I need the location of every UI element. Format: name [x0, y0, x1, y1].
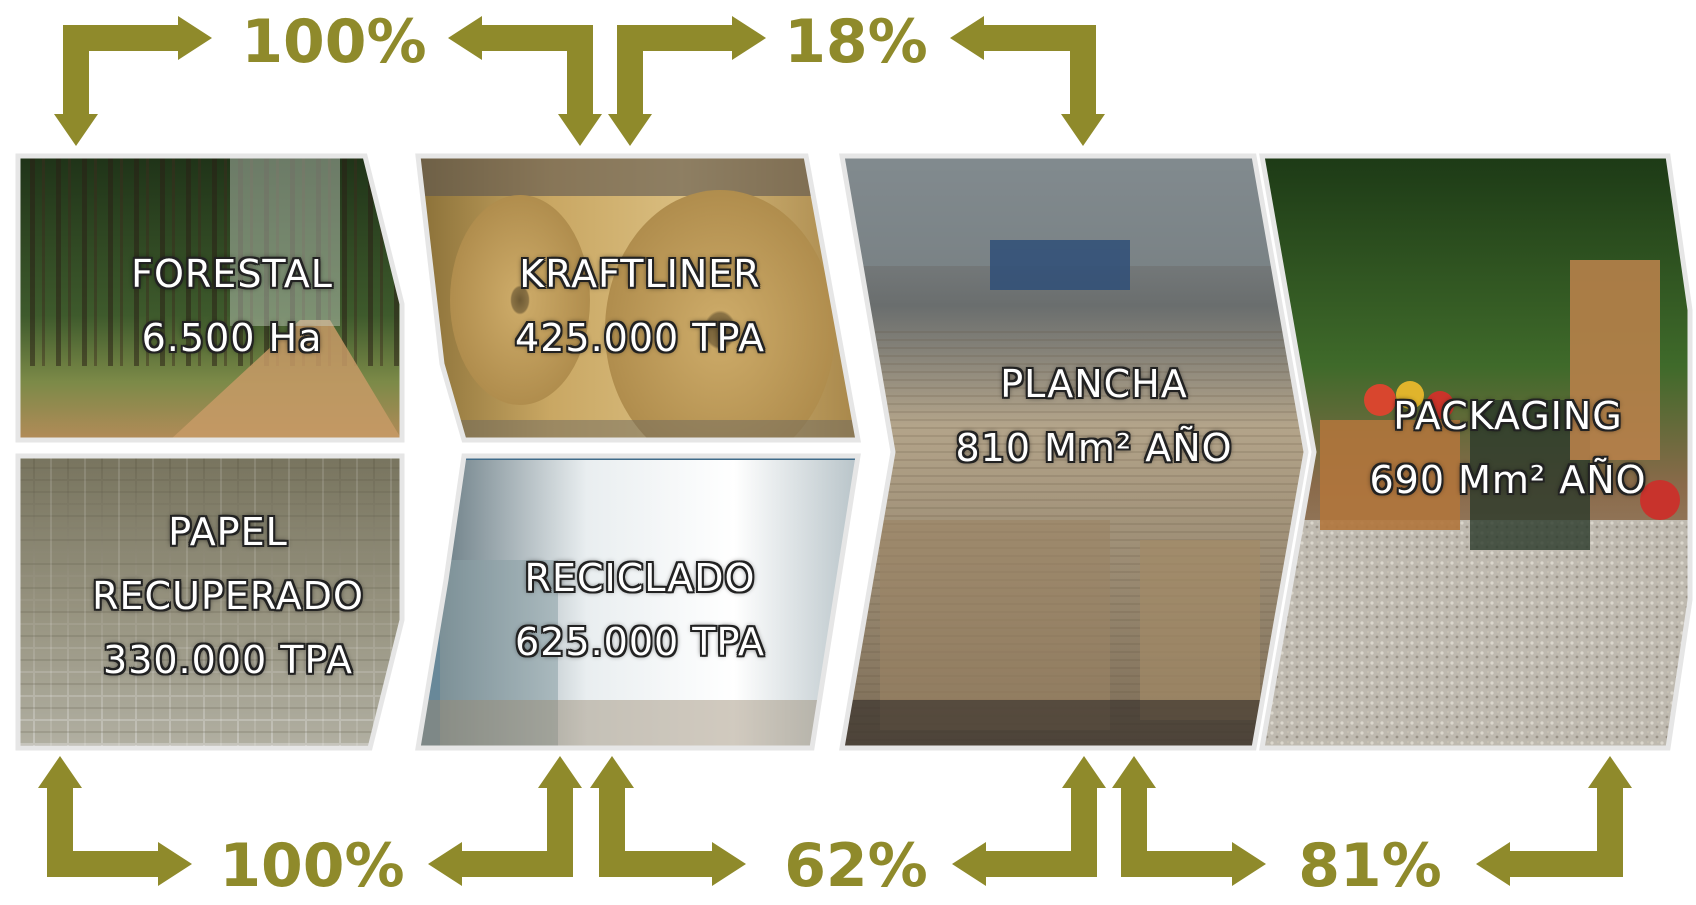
- white-paper-roll-photo: [415, 453, 861, 751]
- stage-forestal-value: 6.500 Ha: [141, 316, 323, 360]
- flow-kraftliner-plancha-pct: 18%: [784, 7, 928, 77]
- flow-plancha-packaging-pct: 81%: [1298, 831, 1442, 901]
- arrow-top-1-left: [54, 16, 212, 146]
- arrow-top-2-right: [950, 16, 1105, 146]
- stage-kraftliner: KRAFTLINER 425.000 TPA: [515, 242, 765, 370]
- stage-plancha-value: 810 Mm² AÑO: [955, 426, 1233, 470]
- arrow-bottom-1-right: [428, 756, 582, 886]
- corrugated-sheets-photo: [839, 153, 1309, 751]
- flow-papel-reciclado-pct: 100%: [219, 831, 405, 901]
- stage-forestal: FORESTAL 6.500 Ha: [131, 242, 333, 370]
- stage-forestal-name: FORESTAL: [131, 252, 333, 296]
- paper-bales-photo: [15, 453, 405, 751]
- stage-kraftliner-name: KRAFTLINER: [519, 252, 761, 296]
- stage-reciclado-name: RECICLADO: [524, 556, 756, 600]
- flow-arrows: [38, 16, 1632, 886]
- stage-papel-recuperado: PAPEL RECUPERADO 330.000 TPA: [92, 500, 364, 692]
- arrow-top-2-left: [608, 16, 766, 146]
- stage-papel-name-line1: PAPEL: [168, 510, 288, 554]
- arrow-bottom-2-left: [590, 756, 746, 886]
- flow-forestal-kraftliner-pct: 100%: [241, 7, 427, 77]
- arrow-bottom-3-right: [1476, 756, 1632, 886]
- stage-reciclado-value: 625.000 TPA: [515, 620, 765, 664]
- arrow-bottom-1-left: [38, 756, 192, 886]
- stage-plancha-name: PLANCHA: [1000, 362, 1188, 406]
- stage-plancha: PLANCHA 810 Mm² AÑO: [955, 352, 1232, 480]
- arrow-bottom-2-right: [952, 756, 1106, 886]
- kraft-rolls-photo: [415, 153, 861, 443]
- arrow-top-1-right: [448, 16, 602, 146]
- stage-papel-value: 330.000 TPA: [103, 638, 353, 682]
- stage-papel-name-line2: RECUPERADO: [92, 574, 364, 618]
- forest-photo: [15, 153, 405, 443]
- arrow-bottom-3-left: [1112, 756, 1266, 886]
- stage-reciclado: RECICLADO 625.000 TPA: [515, 546, 765, 674]
- flow-reciclado-plancha-pct: 62%: [784, 831, 928, 901]
- fruit-boxes-photo: [1259, 153, 1693, 751]
- stage-packaging-name: PACKAGING: [1393, 394, 1623, 438]
- stage-packaging-value: 690 Mm² AÑO: [1369, 458, 1647, 502]
- stage-packaging: PACKAGING 690 Mm² AÑO: [1369, 384, 1646, 512]
- stage-kraftliner-value: 425.000 TPA: [515, 316, 765, 360]
